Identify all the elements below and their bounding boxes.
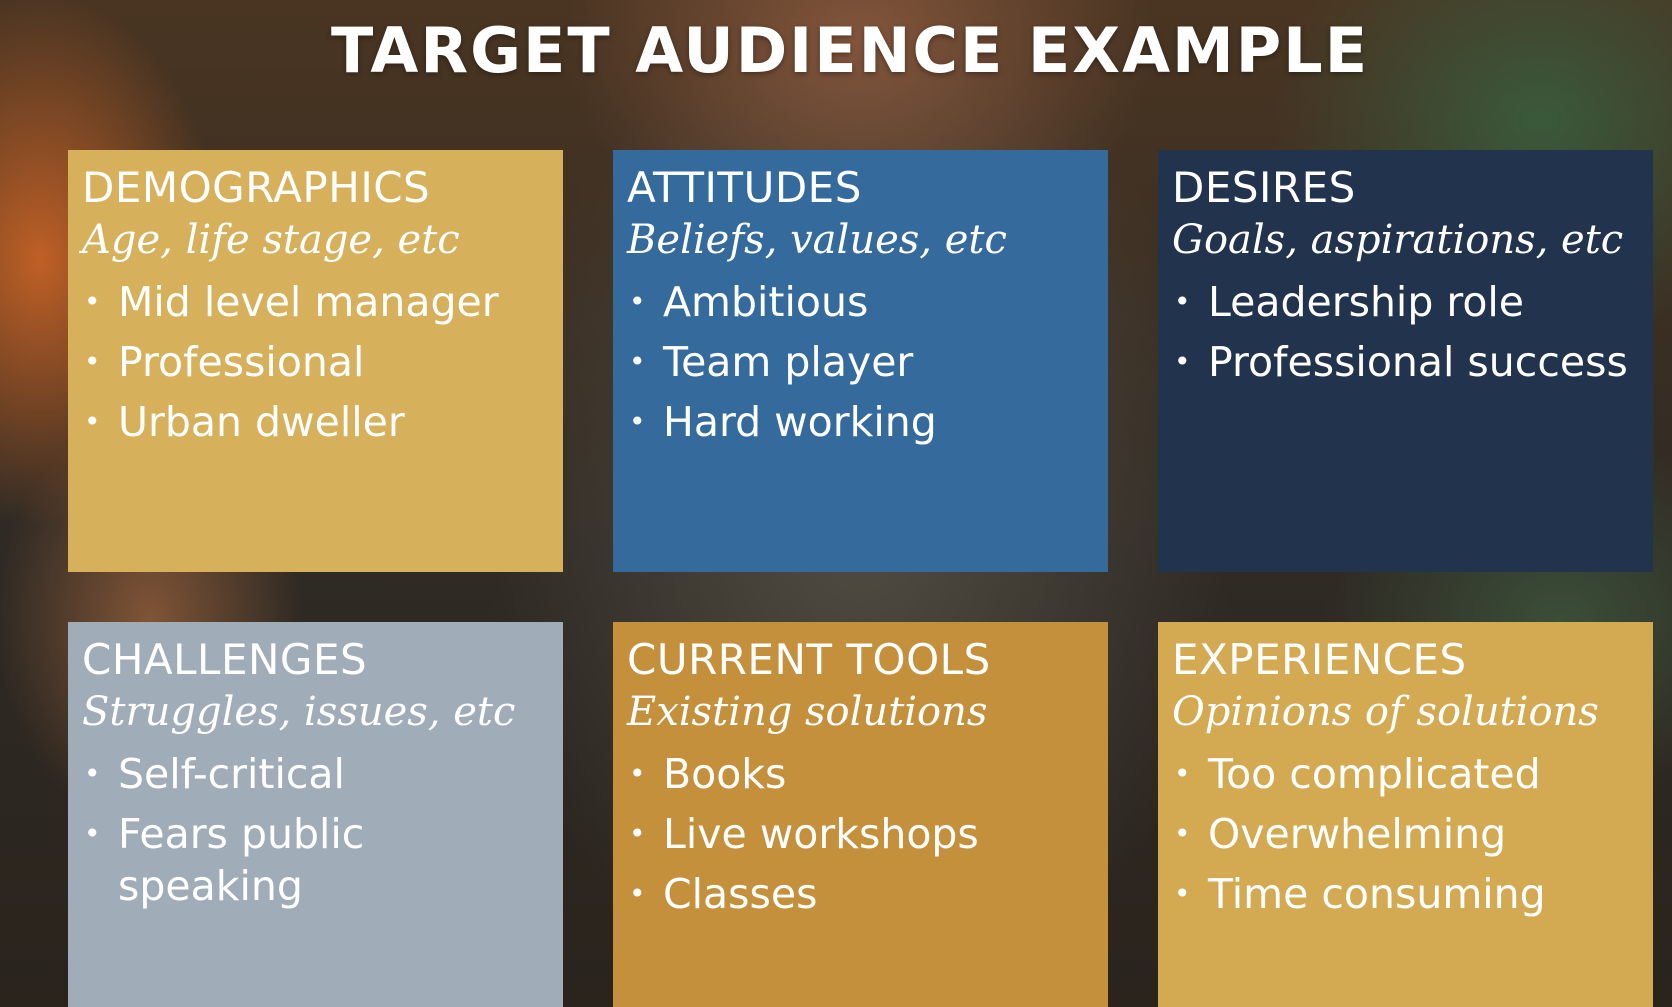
card-subheading: Existing solutions [627, 689, 988, 735]
card-desires: DESIRES Goals, aspirations, etc • Leaders… [1158, 150, 1653, 572]
list-item: • Urban dweller [82, 396, 538, 448]
list-item-text: Books [663, 750, 787, 798]
list-item: • Team player [627, 336, 1083, 388]
list-item: • Live workshops [627, 808, 1083, 860]
bullet-icon: • [629, 345, 646, 378]
bullet-icon: • [1174, 285, 1191, 318]
card-list: • Mid level manager • Professional • Urban … [82, 276, 563, 448]
card-subheading: Age, life stage, etc [82, 217, 460, 263]
list-item-text: Self-critical [118, 750, 345, 798]
list-item-text: Time consuming [1208, 870, 1546, 918]
bullet-icon: • [84, 285, 101, 318]
bullet-icon: • [629, 405, 646, 438]
list-item-text: Fears public speaking [118, 810, 365, 910]
list-item-text: Ambitious [663, 278, 869, 326]
bullet-icon: • [84, 405, 101, 438]
list-item-text: Urban dweller [118, 398, 405, 446]
card-list: • Books • Live workshops • Classes [627, 748, 1108, 920]
bullet-icon: • [1174, 877, 1191, 910]
list-item-text: Overwhelming [1208, 810, 1507, 858]
list-item: • Books [627, 748, 1083, 800]
bullet-icon: • [629, 877, 646, 910]
card-heading: DESIRES [1172, 163, 1356, 212]
list-item-text: Team player [663, 338, 914, 386]
card-list: • Ambitious • Team player • Hard working [627, 276, 1108, 448]
card-experiences: EXPERIENCES Opinions of solutions • Too c… [1158, 622, 1653, 1007]
card-challenges: CHALLENGES Struggles, issues, etc • Self-… [68, 622, 563, 1007]
list-item-text: Hard working [663, 398, 937, 446]
card-subheading: Beliefs, values, etc [627, 217, 1007, 263]
list-item: • Too complicated [1172, 748, 1628, 800]
list-item: • Hard working [627, 396, 1083, 448]
card-demographics: DEMOGRAPHICS Age, life stage, etc • Mid l… [68, 150, 563, 572]
list-item: • Professional [82, 336, 538, 388]
list-item-text: Classes [663, 870, 818, 918]
card-list: • Too complicated • Overwhelming • Time con… [1172, 748, 1653, 920]
bullet-icon: • [1174, 757, 1191, 790]
list-item-text: Leadership role [1208, 278, 1525, 326]
card-list: • Leadership role • Professional success [1172, 276, 1653, 388]
list-item-text: Live workshops [663, 810, 979, 858]
list-item: • Leadership role [1172, 276, 1628, 328]
card-list: • Self-critical • Fears public speaking [82, 748, 563, 912]
card-heading: ATTITUDES [627, 163, 862, 212]
slide-title: TARGET AUDIENCE EXAMPLE [330, 14, 1370, 87]
card-attitudes: ATTITUDES Beliefs, values, etc • Ambitiou… [613, 150, 1108, 572]
card-heading: CHALLENGES [82, 635, 368, 684]
bullet-icon: • [84, 817, 101, 850]
list-item: • Self-critical [82, 748, 538, 800]
bullet-icon: • [84, 757, 101, 790]
card-subheading: Opinions of solutions [1172, 689, 1599, 735]
bullet-icon: • [1174, 817, 1191, 850]
bullet-icon: • [84, 345, 101, 378]
bullet-icon: • [629, 757, 646, 790]
list-item: • Ambitious [627, 276, 1083, 328]
list-item-text: Professional success [1208, 338, 1628, 386]
card-subheading: Struggles, issues, etc [82, 689, 516, 735]
card-heading: CURRENT TOOLS [627, 635, 991, 684]
card-heading: DEMOGRAPHICS [82, 163, 431, 212]
bullet-icon: • [629, 817, 646, 850]
list-item-text: Mid level manager [118, 278, 499, 326]
list-item: • Classes [627, 868, 1083, 920]
card-current-tools: CURRENT TOOLS Existing solutions • Books … [613, 622, 1108, 1007]
list-item-text: Professional [118, 338, 365, 386]
list-item-text: Too complicated [1208, 750, 1541, 798]
list-item: • Time consuming [1172, 868, 1628, 920]
list-item: • Overwhelming [1172, 808, 1628, 860]
bullet-icon: • [1174, 345, 1191, 378]
bullet-icon: • [629, 285, 646, 318]
list-item: • Fears public speaking [82, 808, 538, 912]
card-subheading: Goals, aspirations, etc [1172, 217, 1624, 263]
card-heading: EXPERIENCES [1172, 635, 1467, 684]
list-item: • Professional success [1172, 336, 1628, 388]
list-item: • Mid level manager [82, 276, 538, 328]
